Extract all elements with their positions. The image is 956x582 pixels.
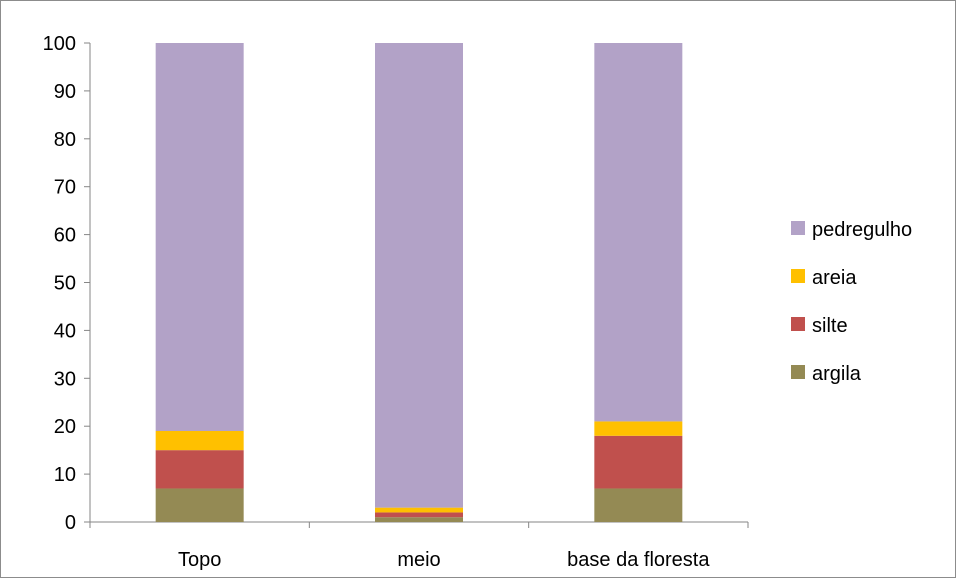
y-tick-label: 50: [54, 273, 76, 295]
bar-segment-argila-base-da-floresta: [594, 488, 683, 522]
bar-segment-areia-topo: [155, 430, 244, 451]
bar-segment-argila-meio: [375, 517, 463, 522]
legend-swatch-silte: [791, 317, 805, 331]
y-tick-label: 30: [54, 368, 76, 390]
y-tick-label: 10: [54, 464, 76, 486]
bar-segment-areia-base-da-floresta: [594, 421, 683, 436]
bar-segment-silte-base-da-floresta: [594, 435, 683, 489]
bar-segment-pedregulho-topo: [155, 43, 244, 431]
legend-swatch-areia: [791, 269, 805, 283]
y-tick-label: 0: [65, 512, 76, 534]
y-tick-label: 100: [43, 33, 76, 55]
x-tick-label: Topo: [178, 549, 221, 571]
legend-label-areia: areia: [812, 267, 857, 289]
bar-segment-areia-meio: [375, 507, 463, 513]
y-tick-label: 40: [54, 320, 76, 342]
x-tick-label: meio: [397, 549, 440, 571]
y-tick-label: 60: [54, 225, 76, 247]
y-tick-label: 20: [54, 416, 76, 438]
y-axis-tick-labels: 0 10 20 30 40 50 60 70 80 90 100: [43, 33, 76, 534]
bar-segment-silte-meio: [375, 512, 463, 518]
bar-segment-argila-topo: [155, 488, 244, 522]
legend-swatch-argila: [791, 365, 805, 379]
legend: pedregulho areia silte argila: [791, 219, 912, 385]
bars: [155, 43, 683, 522]
legend-swatch-pedregulho: [791, 221, 805, 235]
bar-segment-pedregulho-base-da-floresta: [594, 43, 683, 422]
bar-segment-silte-topo: [155, 450, 244, 489]
x-axis-tick-labels: Topo meio base da floresta: [178, 549, 710, 571]
legend-label-silte: silte: [812, 315, 848, 337]
y-tick-label: 90: [54, 81, 76, 103]
y-tick-label: 80: [54, 129, 76, 151]
bar-segment-pedregulho-meio: [375, 43, 463, 508]
y-tick-label: 70: [54, 177, 76, 199]
legend-label-argila: argila: [812, 363, 862, 385]
legend-label-pedregulho: pedregulho: [812, 219, 912, 241]
x-tick-label: base da floresta: [567, 549, 710, 571]
